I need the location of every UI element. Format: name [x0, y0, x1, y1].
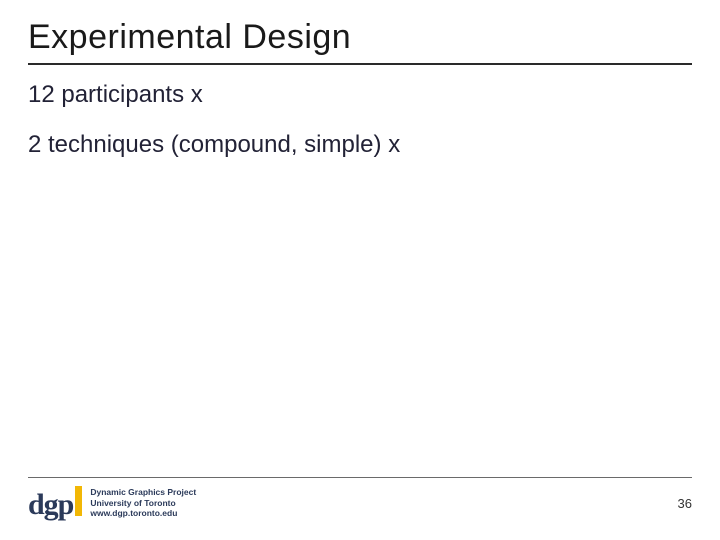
title-underline — [28, 63, 692, 65]
slide: Experimental Design 12 participants x 2 … — [0, 0, 720, 540]
dgp-logo-accent-bar — [75, 486, 82, 516]
footer-rule — [28, 477, 692, 478]
affiliation-url: www.dgp.toronto.edu — [90, 508, 196, 519]
footer-logo-block: dgp Dynamic Graphics Project University … — [28, 486, 196, 520]
page-number: 36 — [678, 496, 692, 511]
slide-title: Experimental Design — [28, 18, 692, 63]
footer-content: dgp Dynamic Graphics Project University … — [28, 486, 692, 520]
body-line-2: 2 techniques (compound, simple) x — [28, 129, 692, 161]
footer-affiliation: Dynamic Graphics Project University of T… — [90, 487, 196, 519]
slide-footer: dgp Dynamic Graphics Project University … — [28, 477, 692, 520]
affiliation-line-1: Dynamic Graphics Project — [90, 487, 196, 498]
dgp-logo: dgp — [28, 486, 82, 520]
body-line-1: 12 participants x — [28, 79, 692, 111]
dgp-logo-text: dgp — [28, 490, 73, 520]
affiliation-line-2: University of Toronto — [90, 498, 196, 509]
